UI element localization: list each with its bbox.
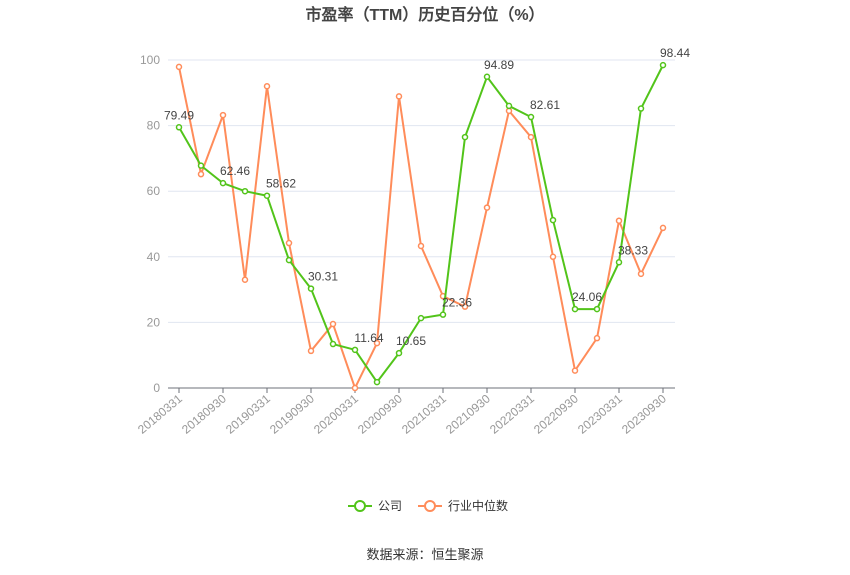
data-point	[593, 334, 601, 342]
data-point	[659, 224, 667, 232]
source-note: 数据来源：恒生聚源	[366, 547, 483, 562]
data-point	[637, 270, 645, 278]
x-tick-label: 20220331	[487, 391, 537, 436]
data-label: 10.65	[396, 334, 426, 348]
data-point	[549, 216, 557, 224]
legend-item[interactable]: 行业中位数	[418, 498, 508, 513]
y-tick-label: 60	[147, 184, 161, 198]
data-point	[241, 276, 249, 284]
x-tick-label: 20190930	[267, 391, 317, 436]
legend-marker-icon	[424, 500, 436, 512]
y-tick-label: 80	[147, 119, 161, 133]
data-point	[417, 314, 425, 322]
y-tick-label: 100	[140, 53, 160, 67]
legend-label: 公司	[378, 499, 402, 513]
data-label: 82.61	[530, 98, 560, 112]
x-tick-label: 20210930	[443, 391, 493, 436]
data-point	[659, 61, 667, 69]
data-label: 58.62	[266, 177, 296, 191]
x-tick-label: 20200331	[311, 391, 361, 436]
x-tick-label: 20180930	[179, 391, 229, 436]
data-point	[615, 217, 623, 224]
x-tick-label: 20230930	[619, 391, 669, 436]
x-tick-label: 20220930	[531, 391, 581, 436]
data-point	[373, 378, 381, 386]
data-point	[527, 113, 535, 121]
data-point	[483, 204, 491, 211]
x-tick-label: 20190331	[223, 391, 273, 436]
data-label: 94.89	[484, 58, 514, 72]
data-point	[549, 253, 557, 261]
x-tick-label: 20180331	[135, 391, 185, 436]
data-point	[373, 339, 381, 347]
data-point	[637, 105, 645, 112]
data-point	[483, 73, 491, 81]
data-label: 38.33	[618, 243, 648, 257]
data-point	[263, 82, 271, 90]
chart-title: 市盈率（TTM）历史百分位（%）	[305, 5, 544, 24]
data-point	[527, 133, 535, 141]
data-point	[197, 162, 205, 169]
data-point	[219, 111, 227, 119]
legend-marker-icon	[354, 500, 366, 512]
data-label: 79.49	[164, 108, 194, 122]
data-label: 22.36	[442, 296, 472, 310]
data-point	[307, 285, 315, 292]
data-point	[329, 340, 337, 348]
data-point	[329, 320, 337, 328]
data-point	[593, 305, 601, 313]
data-point	[263, 192, 271, 199]
data-point	[395, 93, 403, 100]
data-point	[351, 346, 359, 354]
data-point	[571, 367, 579, 374]
data-point	[197, 170, 205, 178]
data-point	[505, 102, 513, 110]
data-point	[439, 311, 447, 318]
x-tick-label: 20210331	[399, 391, 449, 436]
data-point	[461, 303, 469, 310]
y-tick-label: 40	[147, 250, 161, 264]
data-point	[241, 187, 249, 195]
data-point	[461, 133, 469, 141]
data-label: 11.64	[354, 331, 383, 345]
data-point	[307, 347, 315, 355]
x-tick-label: 20230331	[575, 391, 625, 436]
x-tick-label: 20200930	[355, 391, 405, 436]
data-label: 62.46	[220, 164, 250, 178]
data-point	[395, 349, 403, 357]
data-label: 30.31	[308, 270, 338, 284]
data-point	[285, 239, 293, 247]
legend-item[interactable]: 公司	[348, 499, 402, 513]
data-label: 24.06	[572, 290, 602, 304]
data-point	[615, 259, 623, 266]
data-point	[351, 384, 359, 392]
data-point	[571, 305, 579, 313]
legend-label: 行业中位数	[448, 498, 508, 513]
data-point	[219, 179, 227, 187]
data-point	[175, 63, 183, 71]
data-point	[417, 242, 425, 250]
data-label: 98.44	[660, 46, 690, 60]
data-point	[175, 124, 183, 131]
y-tick-label: 20	[147, 315, 161, 329]
y-tick-label: 0	[153, 381, 160, 395]
data-point	[285, 256, 293, 264]
